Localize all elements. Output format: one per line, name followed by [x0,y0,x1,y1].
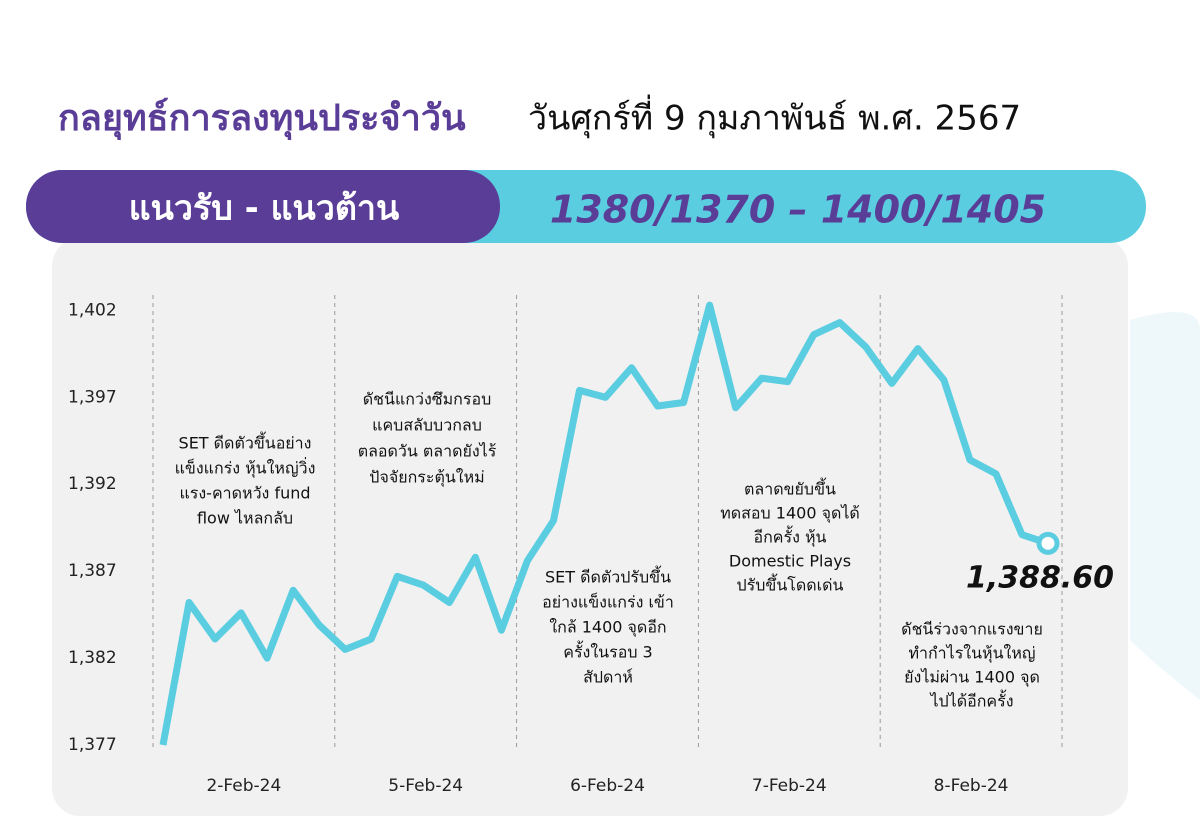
index-line [159,301,1050,746]
title: กลยุทธ์การลงทุนประจำวัน [58,97,466,141]
annotation-line: ปรับขึ้นโดดเด่น [737,574,844,595]
chart-panel [52,238,1128,816]
subtitle: วันศุกร์ที่ 9 กุมภาพันธ์ พ.ศ. 2567 [528,95,1021,139]
annotation-line: Domestic Plays [729,552,851,571]
annotation-line: แข็งแกร่ง หุ้นใหญ่วิ่ง [175,457,316,479]
annotation-line: ยังไม่ผ่าน 1400 จุด [904,668,1040,688]
annotation-line: flow ไหลกลับ [197,509,293,528]
y-tick-label: 1,402 [68,300,117,320]
annotation-line: แคบสลับบวกลบ [372,416,482,435]
x-tick-label: 6-Feb-24 [570,776,645,796]
last-point [1036,531,1060,555]
banner-label: แนวรับ - แนวต้าน [129,189,400,229]
y-tick-label: 1,387 [68,561,117,581]
y-tick-label: 1,397 [68,387,117,407]
y-tick-label: 1,382 [68,648,117,668]
x-tick-label: 7-Feb-24 [752,776,827,796]
annotation-line: ไปได้อีกครั้ง [928,690,1013,711]
annotation-line: ปัจจัยกระตุ้นใหม่ [369,468,484,488]
y-tick-label: 1,392 [68,474,117,494]
annotation-line: อีกครั้ง หุ้น [754,526,827,548]
annotation-line: อย่างแข็งแกร่ง เข้า [542,592,674,612]
annotation-line: ทดสอบ 1400 จุดได้ [720,504,860,524]
annotation-line: SET ดีดตัวขึ้นอย่าง [179,432,312,453]
annotation-line: ตลอดวัน ตลาดยังไร้ [358,442,497,461]
last-value-label: 1,388.60 [966,561,1114,596]
annotation-line: ครั้งในรอบ 3 [563,641,652,662]
banner-label-box [26,170,500,243]
x-tick-label: 2-Feb-24 [206,776,281,796]
annotation-line: SET ดีดตัวปรับขึ้น [545,566,671,587]
banner-value: 1380/1370 – 1400/1405 [550,188,1046,232]
annotation-line: ตลาดขยับขึ้น [744,478,836,499]
x-tick-label: 8-Feb-24 [934,776,1009,796]
annotation-line: ดัชนีร่วงจากแรงขาย [901,620,1043,639]
annotation-line: ดัชนีแกว่งซึมกรอบ [363,390,491,409]
annotation-line: ทำกำไรในหุ้นใหญ่ [908,644,1035,664]
y-tick-label: 1,377 [68,735,117,755]
x-tick-label: 5-Feb-24 [388,776,463,796]
annotation-line: ใกล้ 1400 จุดอีก [549,618,666,638]
annotation-line: สัปดาห์ [583,668,633,687]
decor [1130,312,1200,700]
annotation-line: แรง-คาดหวัง fund [179,484,310,503]
